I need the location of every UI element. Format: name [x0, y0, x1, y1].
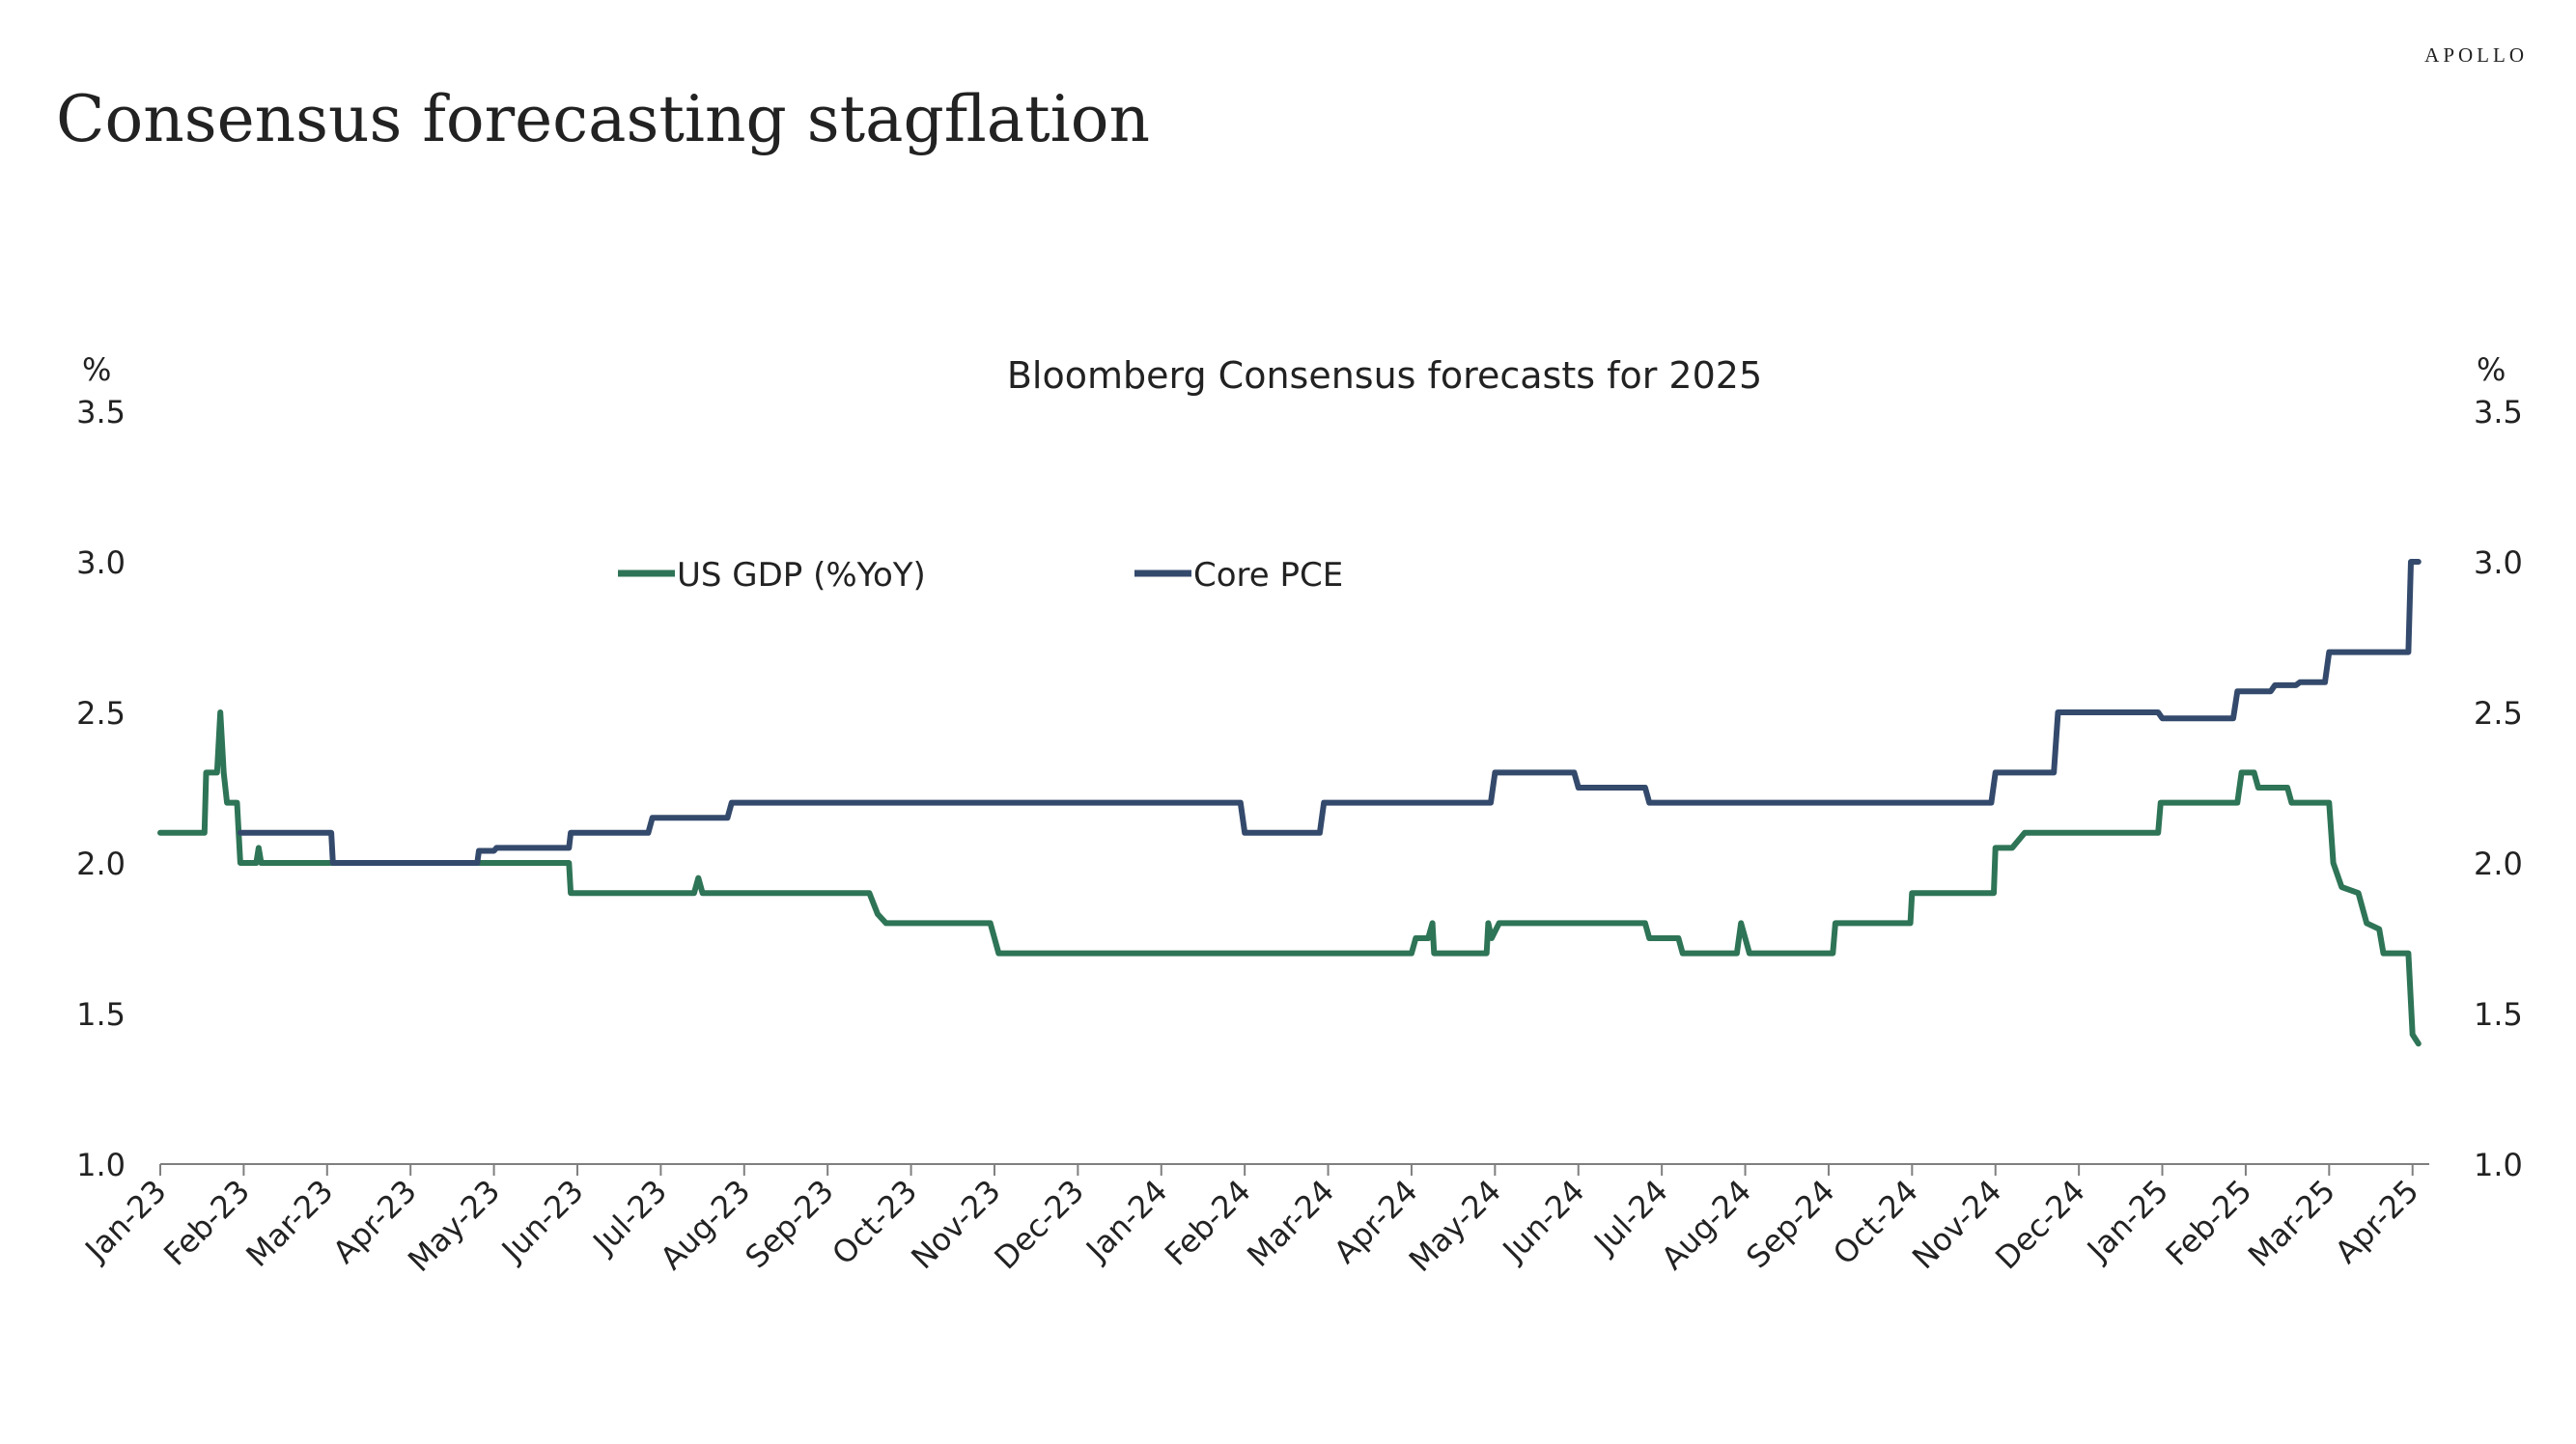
y-tick-label-right: 1.5 — [2474, 996, 2523, 1033]
y-tick-label-left: 3.0 — [76, 544, 126, 581]
x-tick-label: Nov-23 — [904, 1173, 1007, 1276]
y-axis-left: 1.0 1.5 2.0 2.5 3.0 3.5 — [76, 394, 126, 1183]
y-tick-label-left: 2.0 — [76, 846, 126, 882]
legend-label-gdp: US GDP (%YoY) — [677, 556, 926, 595]
y-tick-label-right: 1.0 — [2474, 1147, 2523, 1183]
brand-logo: APOLLO — [2424, 43, 2528, 67]
x-tick-label: Apr-25 — [2328, 1173, 2426, 1271]
right-axis-unit: % — [2477, 351, 2506, 388]
left-axis-unit: % — [82, 351, 111, 388]
x-tick-label: May-23 — [401, 1173, 507, 1279]
y-tick-label-right: 2.5 — [2474, 695, 2523, 732]
x-tick-label: Mar-24 — [1240, 1173, 1341, 1274]
x-tick-label: Oct-23 — [825, 1173, 924, 1272]
chart-title: Bloomberg Consensus forecasts for 2025 — [1007, 354, 1762, 397]
x-tick-label: Dec-24 — [1988, 1173, 2092, 1277]
x-tick-label: Mar-25 — [2241, 1173, 2342, 1274]
x-tick-label: Feb-23 — [156, 1173, 257, 1273]
x-tick-label: Jan-25 — [2079, 1173, 2175, 1269]
y-tick-label-left: 2.5 — [76, 695, 126, 732]
legend-label-core-pce: Core PCE — [1193, 556, 1343, 595]
x-tick-label: Jan-24 — [1078, 1173, 1174, 1269]
x-tick-label: Jun-24 — [1495, 1173, 1592, 1270]
x-tick-label: Oct-24 — [1826, 1173, 1925, 1272]
x-tick-label: Jan-23 — [77, 1173, 174, 1269]
y-tick-label-right: 3.5 — [2474, 394, 2523, 430]
y-tick-label-left: 3.5 — [76, 394, 126, 430]
y-tick-label-right: 2.0 — [2474, 846, 2523, 882]
plot-lines — [157, 559, 2422, 1047]
x-tick-label: Mar-23 — [238, 1173, 340, 1274]
x-tick-label: May-24 — [1402, 1173, 1508, 1279]
y-tick-label-right: 3.0 — [2474, 544, 2523, 581]
y-tick-label-left: 1.0 — [76, 1147, 126, 1183]
legend: US GDP (%YoY) Core PCE — [618, 556, 1343, 595]
x-tick-label: Aug-24 — [1654, 1173, 1758, 1277]
series-line-core-pce — [237, 559, 2422, 866]
x-tick-label: Sep-23 — [738, 1173, 840, 1275]
series-line-us-gdp — [157, 709, 2422, 1047]
page-headline: Consensus forecasting stagflation — [56, 82, 1150, 156]
y-axis-right: 1.0 1.5 2.0 2.5 3.0 3.5 — [2474, 394, 2523, 1183]
x-tick-label: Feb-25 — [2159, 1173, 2259, 1273]
x-tick-label: Dec-23 — [987, 1173, 1091, 1277]
x-tick-label: Jun-23 — [493, 1173, 591, 1270]
x-tick-label: Sep-24 — [1739, 1173, 1841, 1275]
x-tick-label: Aug-23 — [653, 1173, 757, 1277]
x-axis: Jan-23Feb-23Mar-23Apr-23May-23Jun-23Jul-… — [77, 1163, 2429, 1279]
x-tick-label: Feb-24 — [1158, 1173, 1258, 1273]
y-tick-label-left: 1.5 — [76, 996, 126, 1033]
x-tick-label: Nov-24 — [1905, 1173, 2008, 1276]
